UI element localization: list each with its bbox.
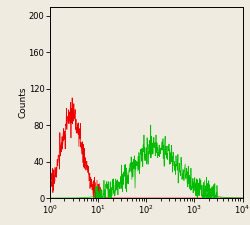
Y-axis label: Counts: Counts [18,87,27,118]
